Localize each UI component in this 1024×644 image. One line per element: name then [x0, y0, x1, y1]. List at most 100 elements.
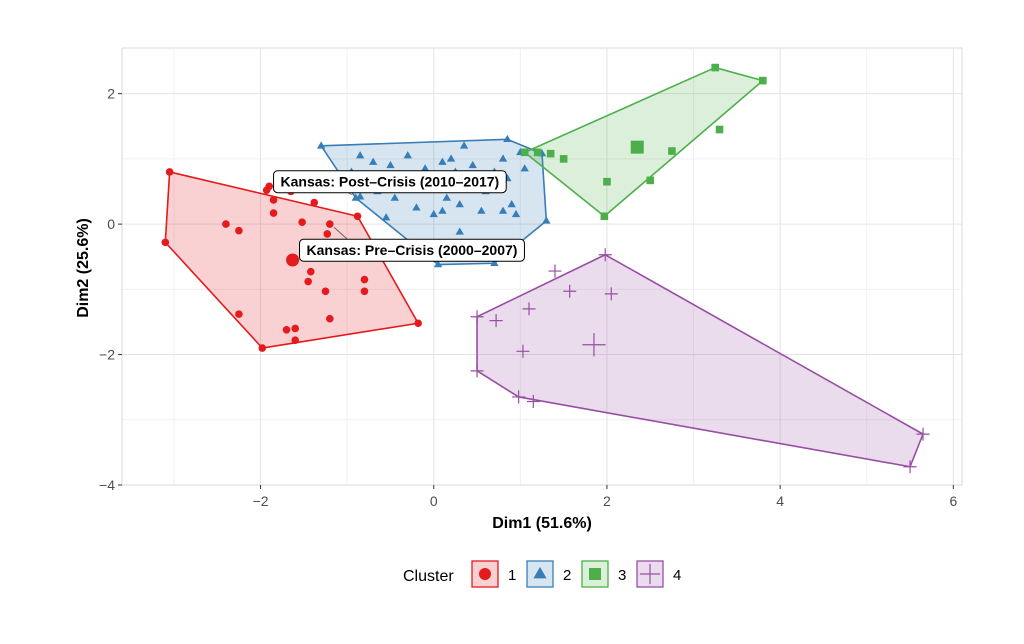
cluster-4-point [563, 284, 577, 298]
plot-panel [121, 47, 963, 486]
cluster-3-point [559, 155, 568, 163]
x-tick-label: 6 [949, 493, 957, 509]
annotation-box [273, 170, 507, 194]
cluster-1-point [326, 314, 334, 323]
x-tick-label: −2 [253, 493, 269, 509]
cluster-2-point [468, 160, 477, 169]
cluster-1-point [291, 324, 299, 333]
cluster-3-point [520, 148, 529, 157]
cluster-1-point [414, 319, 422, 328]
cluster-2-point [511, 209, 521, 218]
y-axis-title: Dim2 (25.6%) [75, 218, 92, 318]
cluster-2-point [316, 141, 326, 149]
annotations: Kansas: Post–Crisis (2010–2017) Kansas: P… [273, 170, 525, 262]
cluster-3-point [600, 212, 609, 221]
cluster-2-point [442, 193, 451, 201]
y-tick-label: −2 [99, 347, 115, 363]
cluster-2-point [368, 157, 378, 165]
cluster-4-point [516, 344, 530, 358]
cluster-3-point [668, 147, 676, 155]
cluster-1-point [258, 344, 267, 352]
cluster-1-point [291, 336, 299, 345]
cluster-1-point [269, 209, 278, 217]
data-points [161, 63, 930, 474]
cluster-2-point [507, 200, 516, 208]
cluster-2-point [438, 157, 447, 165]
legend-label: 1 [508, 567, 516, 584]
annotation-label: Kansas: Pre–Crisis (2000–2007) [299, 238, 525, 262]
legend-key [471, 560, 499, 588]
cluster-1-point [235, 226, 243, 235]
x-tick-label: 0 [430, 493, 438, 509]
cluster-2-point [446, 154, 456, 162]
cluster-1-point [282, 325, 291, 334]
cluster-2-point [403, 151, 412, 159]
legend: Cluster 1 2 3 4 [403, 560, 681, 588]
annotation-text: Kansas: Pre–Crisis (2000–2007) [307, 242, 518, 258]
cluster-1-point [222, 220, 230, 228]
cluster-2-point [490, 258, 499, 266]
cluster-2-point [455, 227, 464, 235]
cluster-2-point [386, 160, 395, 169]
cluster-4-point [916, 427, 930, 441]
cluster-3-centroid [630, 140, 644, 154]
x-ticks: −2 0 2 4 6 [253, 485, 957, 509]
legend-key-marker [479, 568, 491, 580]
cluster-4-point [598, 248, 612, 262]
cluster-2-point [381, 213, 391, 221]
cluster-2-point [355, 192, 365, 200]
cluster-2-point [503, 134, 512, 143]
cluster-1-point [353, 212, 362, 221]
annotation-text: Kansas: Post–Crisis (2010–2017) [281, 174, 500, 190]
legend-item-1: 1 [471, 560, 516, 588]
x-tick-label: 2 [603, 493, 611, 509]
legend-label: 4 [673, 567, 681, 584]
cluster-3-point [711, 63, 719, 72]
cluster-2-point [459, 141, 469, 149]
annotation-box [299, 238, 525, 262]
y-tick-label: 2 [107, 86, 115, 102]
y-ticks: −4 −2 0 2 [99, 86, 122, 493]
cluster-3-point [603, 177, 611, 186]
cluster-2-point [429, 209, 438, 218]
cluster-1-point [326, 220, 334, 228]
cluster-4-point [604, 287, 618, 301]
y-tick-label: −4 [99, 477, 115, 493]
cluster-2-point [477, 206, 486, 214]
legend-item-2: 2 [526, 560, 571, 588]
cluster-3-point [533, 148, 542, 157]
cluster-1-point [235, 310, 243, 318]
cluster-1-point [304, 277, 312, 286]
cluster-2-point [455, 200, 464, 208]
cluster-1-point [165, 168, 174, 176]
cluster-2-point [520, 164, 529, 172]
cluster-4-point [522, 302, 536, 316]
legend-label: 3 [618, 567, 626, 584]
cluster-3-point [715, 125, 724, 134]
cluster-4-centroid [582, 333, 606, 357]
cluster-1-point [323, 230, 332, 238]
annotation-label: Kansas: Post–Crisis (2010–2017) [273, 170, 507, 194]
cluster-3-point [759, 76, 767, 85]
cluster-1-point [360, 287, 369, 296]
cluster-1-centroid [286, 253, 300, 267]
cluster-2-point [420, 164, 430, 172]
legend-item-3: 3 [581, 560, 626, 588]
cluster-1-point [321, 287, 330, 296]
cluster-3-point [646, 176, 655, 185]
legend-title: Cluster [403, 568, 454, 585]
legend-item-4: 4 [636, 560, 681, 588]
legend-label: 2 [563, 567, 571, 584]
cluster-2-point [390, 193, 399, 201]
cluster-2-point [355, 151, 365, 159]
x-axis-title: Dim1 (51.6%) [492, 515, 592, 532]
cluster-1-point [360, 275, 369, 284]
cluster-4-point [489, 314, 503, 328]
legend-key [526, 560, 554, 588]
cluster-2-point [498, 154, 508, 162]
cluster-3-point [546, 149, 555, 158]
legend-key-marker [639, 563, 661, 585]
legend-key-marker [589, 568, 601, 580]
cluster-2-point [438, 206, 447, 214]
